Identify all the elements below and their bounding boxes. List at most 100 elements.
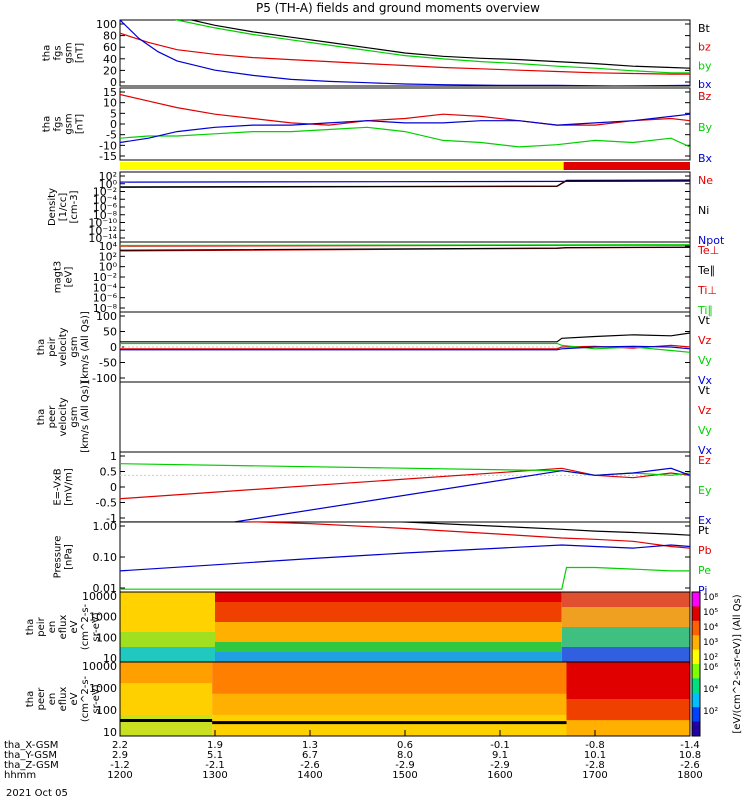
- ytick-label: -15: [99, 150, 117, 163]
- xaxis-value: -1.2: [110, 760, 130, 771]
- colorbar-label: [eV/(cm^2-s-sr-eV)] (All Qs): [732, 594, 743, 733]
- heatmap-cell: [566, 709, 690, 716]
- ylabel: tha peir en eflux eV (cm^2-s-sr-eV): [25, 603, 102, 650]
- ylabel: tha fgs gsm [nT]: [42, 113, 86, 134]
- heatmap-cell: [561, 597, 690, 603]
- series-group: [120, 244, 690, 252]
- ytick-label: -5: [106, 129, 117, 142]
- panel-frame: [119, 241, 691, 313]
- heatmap-cell: [120, 667, 213, 674]
- series-line-Te∥: [120, 246, 690, 251]
- series-line-Vz: [120, 344, 690, 350]
- legend-Bt: Bt: [698, 22, 711, 35]
- legend-Vx: Vx: [698, 374, 713, 387]
- colorbar-swatch: [692, 635, 700, 651]
- heatmap-cell: [566, 714, 690, 721]
- ytick-label: 10⁻⁴: [93, 281, 118, 294]
- ylabel-line: [nPa]: [64, 544, 75, 570]
- legend-Vt: Vt: [698, 314, 711, 327]
- series-group: [120, 20, 690, 86]
- series-line-Bz: [120, 93, 690, 126]
- heatmap-cell: [215, 602, 562, 608]
- series-line-Ey: [120, 463, 690, 476]
- panel-frame: [119, 19, 691, 87]
- legend-Bx: Bx: [698, 152, 713, 165]
- panel-pressure: 1.00 0.10 0.01 Pressure [nPa] Pt Pb Pe Pi: [53, 520, 712, 597]
- heatmap-cells: [120, 592, 690, 663]
- ytick-label: 10²: [99, 170, 117, 183]
- legend-Ez: Ez: [698, 454, 711, 467]
- colorbar-tick: 10⁸: [703, 593, 718, 603]
- ylabel: Pressure [nPa]: [53, 536, 75, 579]
- heatmap-cell: [566, 725, 690, 732]
- heatmap-cell: [215, 627, 562, 633]
- heatmap-cell: [120, 662, 213, 668]
- legend-Vx: Vx: [698, 444, 713, 457]
- heatmap-cell: [561, 642, 690, 648]
- colorbar-tick: 10⁴: [703, 623, 718, 633]
- colorbar-tick: 10⁵: [703, 608, 718, 618]
- ylabel-line: [km/s (All Qs)]: [80, 311, 91, 383]
- xaxis-value: -2.1: [205, 760, 225, 771]
- ytick-label: 10: [103, 97, 117, 110]
- heatmap-cell: [566, 677, 690, 684]
- legend-Ni: Ni: [698, 204, 709, 217]
- xaxis-value: 2.9: [112, 750, 128, 761]
- heatmap-cell: [215, 592, 562, 598]
- ylabel: Density [1/cc] [cm-3]: [47, 188, 80, 226]
- heatmap-cell: [120, 647, 215, 653]
- heatmap-cell: [566, 667, 690, 674]
- heatmap-cell: [566, 699, 690, 705]
- heatmap-cell: [120, 632, 215, 638]
- ytick-label: 0: [110, 118, 117, 131]
- heatmap-cell: [215, 612, 562, 618]
- xaxis-value: 8.0: [397, 750, 413, 761]
- colorbar-tick: 10²: [703, 707, 718, 717]
- panel-frame: [119, 381, 691, 453]
- xaxis-value: -0.8: [585, 740, 605, 751]
- legend-bx: bx: [698, 78, 712, 91]
- xaxis-value: 1700: [582, 770, 607, 781]
- xaxis-value: -2.9: [395, 760, 415, 771]
- heatmap-cell: [120, 612, 215, 618]
- heatmap-cell: [120, 617, 215, 623]
- legend-By: By: [698, 121, 713, 134]
- heatmap-cell: [561, 622, 690, 628]
- ytick-label: -10: [99, 139, 117, 152]
- ytick-label: 10000: [82, 590, 117, 603]
- series-line-Bx: [120, 113, 690, 144]
- ylabel-line: tha: [42, 45, 53, 61]
- ytick-label: 10²: [99, 250, 117, 263]
- colorbar-tick: 10⁴: [703, 685, 718, 695]
- heatmap-cell: [212, 688, 567, 695]
- ytick-label: 10000: [82, 660, 117, 673]
- ylabel-line: gsm: [69, 336, 80, 357]
- ytick-label: -100: [92, 372, 117, 385]
- legend-Pt: Pt: [698, 524, 710, 537]
- colorbar-tick: 10²: [703, 653, 718, 663]
- series-line-Ez: [120, 467, 690, 500]
- heatmap-cell: [566, 662, 690, 668]
- series-line-Pi: [120, 544, 690, 572]
- heatmap-cell: [561, 617, 690, 623]
- ytick-label: 50: [103, 326, 117, 339]
- series-group: [120, 332, 690, 353]
- xaxis-value: 10.1: [584, 750, 606, 761]
- ylabel-line: tha: [42, 116, 53, 132]
- colorbar-swatch: [692, 664, 700, 679]
- heatmap-cell: [212, 714, 567, 721]
- colorbar-tick: 10⁶: [703, 663, 718, 673]
- ytick-label: 10⁻⁸: [93, 209, 118, 222]
- heatmap-cell: [120, 720, 213, 726]
- series-line-Npot: [120, 180, 690, 183]
- ytick-label: 10⁰: [99, 261, 118, 274]
- ytick-label: 0: [110, 76, 117, 89]
- ytick-label: 10⁻⁶: [93, 201, 118, 214]
- ylabel-line: sr-eV): [91, 684, 102, 713]
- xaxis-row-label: tha_Z-GSM: [4, 760, 59, 771]
- heatmap-cell: [566, 693, 690, 700]
- ytick-label: 10: [103, 726, 117, 739]
